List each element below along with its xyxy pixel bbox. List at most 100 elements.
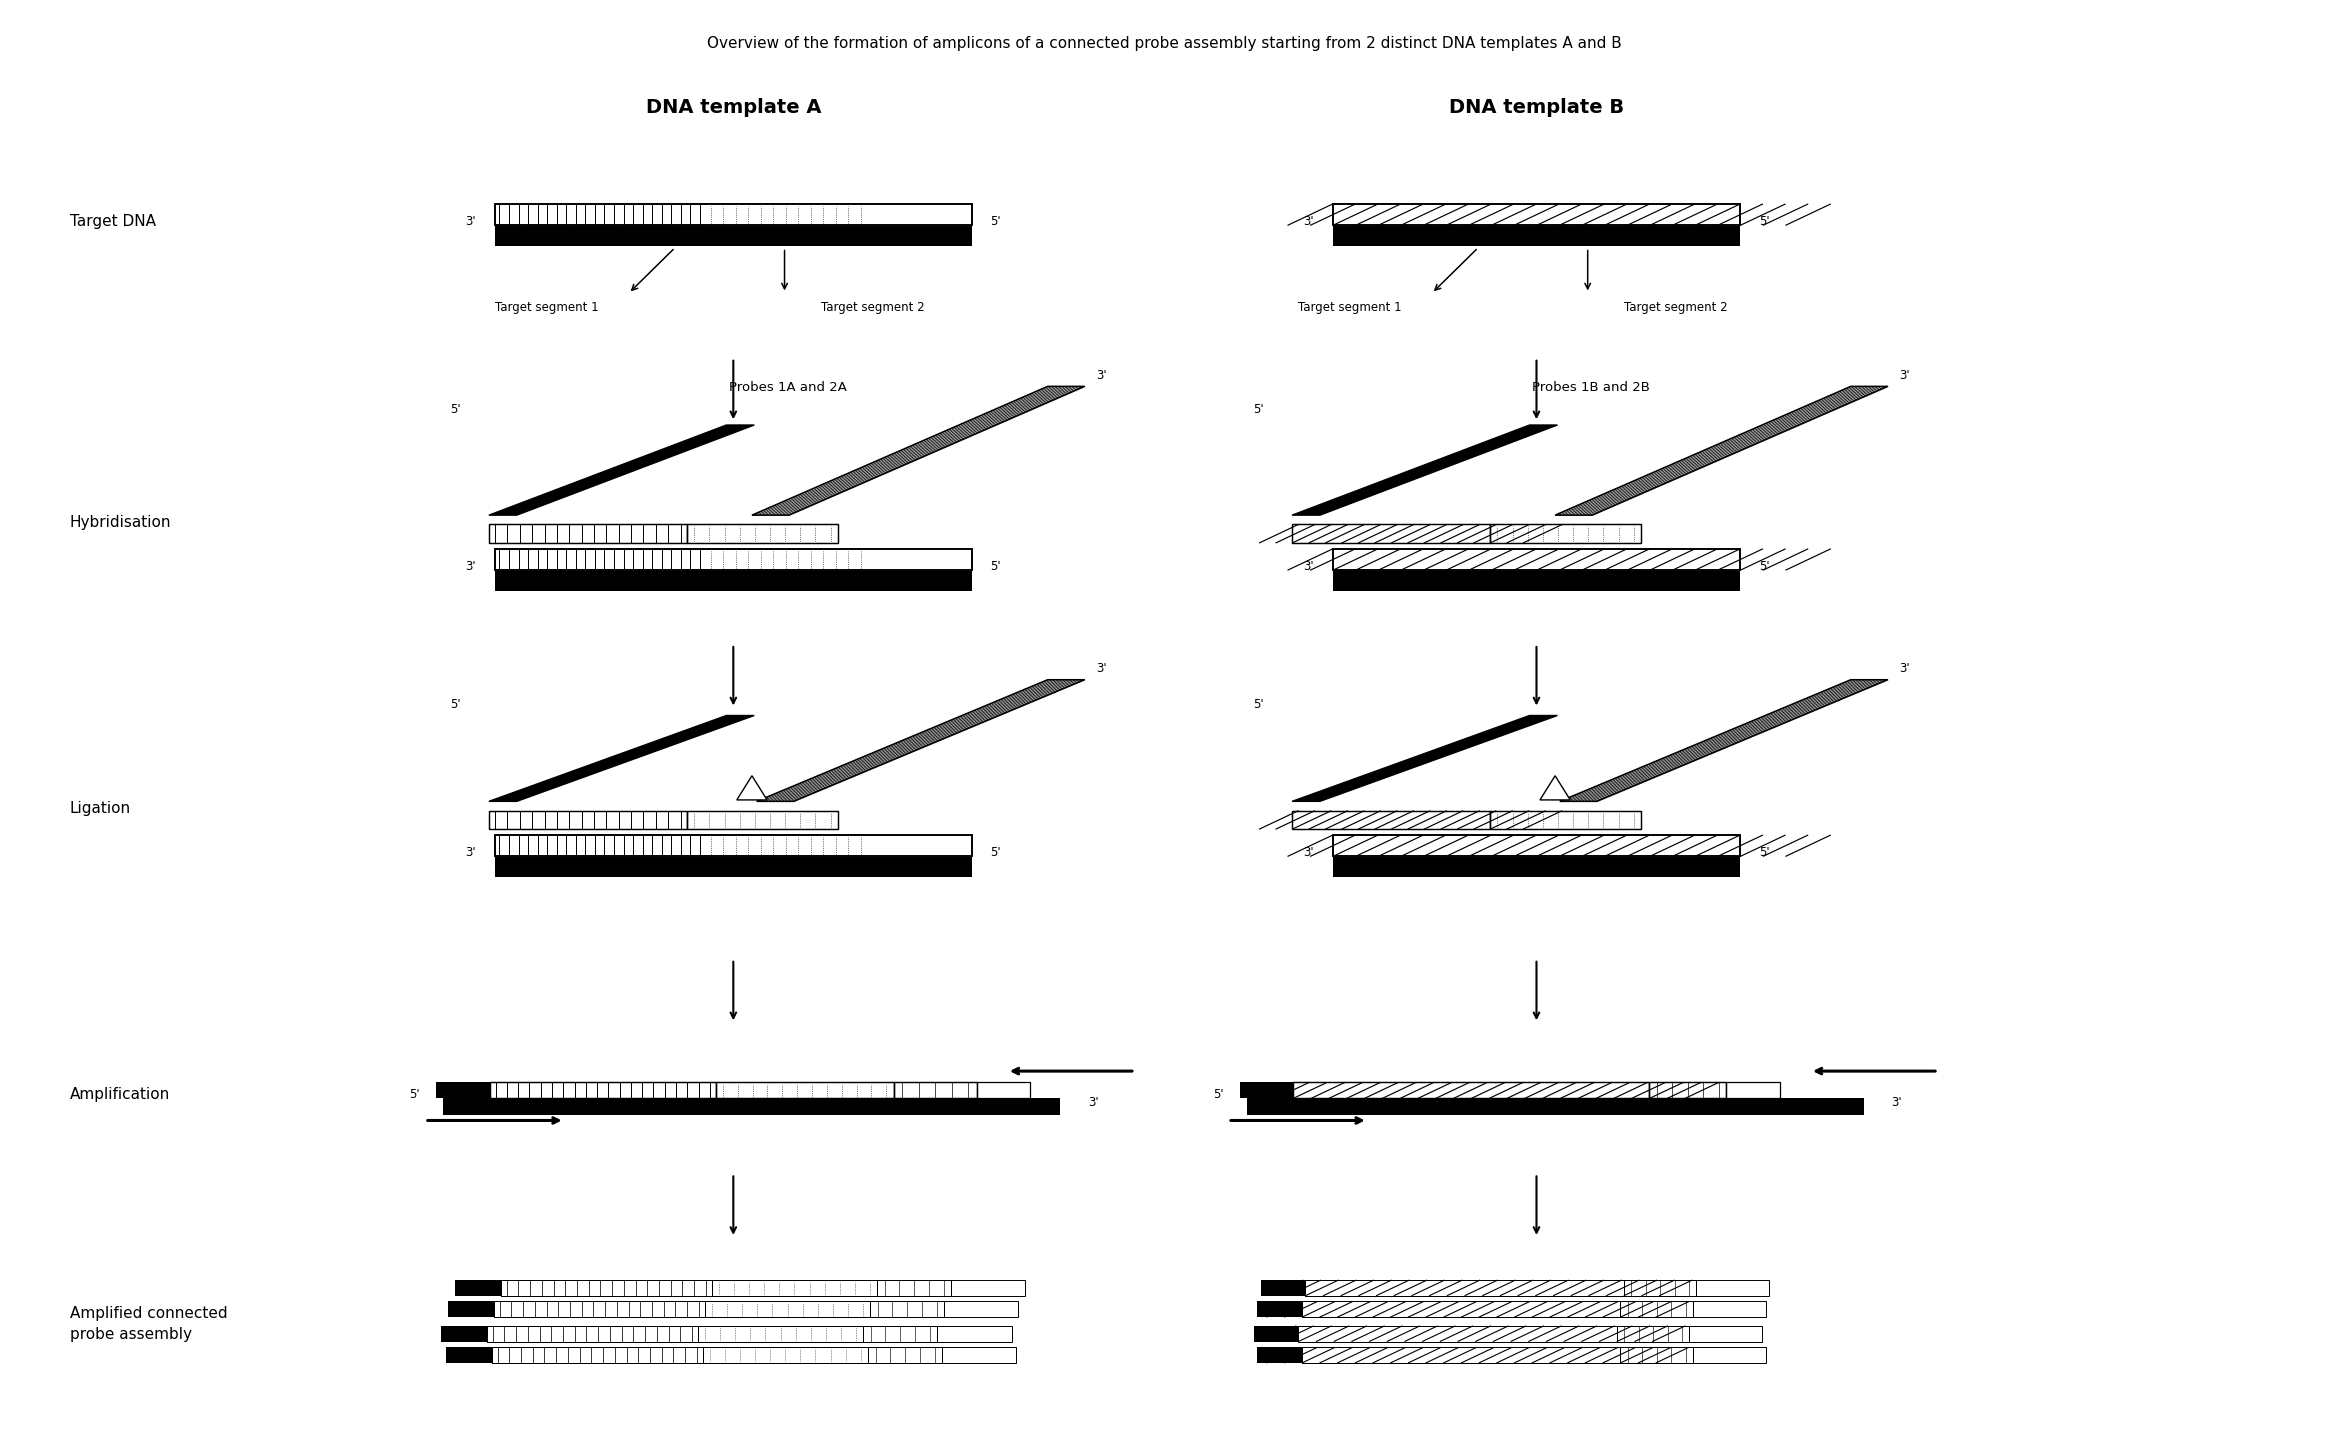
Text: 3': 3' [466, 215, 475, 229]
Bar [698, 1325, 864, 1342]
Bar [1301, 1348, 1620, 1362]
Bar [1292, 810, 1490, 830]
Bar [1257, 1348, 1301, 1362]
Bar [1332, 548, 1739, 570]
Text: 3': 3' [1096, 663, 1108, 675]
Text: 3': 3' [1304, 846, 1313, 860]
Bar [494, 857, 971, 877]
Bar [1332, 205, 1739, 225]
Text: 3': 3' [466, 846, 475, 860]
Text: 5': 5' [1760, 560, 1769, 574]
Bar [1620, 1302, 1692, 1317]
Bar [1648, 1082, 1727, 1099]
Text: 5': 5' [1760, 215, 1769, 229]
Bar [489, 524, 687, 542]
Bar [1299, 1325, 1616, 1342]
Bar [1620, 1348, 1692, 1362]
Bar [1690, 1325, 1762, 1342]
Bar [489, 1082, 715, 1099]
Text: Target segment 2: Target segment 2 [822, 301, 924, 313]
Bar [868, 1348, 943, 1362]
Text: Probes 1A and 2A: Probes 1A and 2A [729, 381, 847, 394]
Text: 5': 5' [449, 404, 461, 416]
Bar [1616, 1325, 1690, 1342]
Bar [878, 1281, 952, 1296]
Bar [1332, 857, 1739, 877]
Bar [945, 1302, 1017, 1317]
Bar [871, 1302, 945, 1317]
Bar [494, 205, 971, 225]
Polygon shape [489, 425, 754, 515]
Bar [705, 1302, 871, 1317]
Text: Target segment 1: Target segment 1 [496, 301, 598, 313]
Bar [698, 1325, 864, 1342]
Bar [712, 1281, 878, 1296]
Bar [1292, 1082, 1648, 1099]
Bar [491, 1348, 703, 1362]
Bar [703, 1348, 868, 1362]
Bar [1623, 1281, 1697, 1296]
Text: DNA template A: DNA template A [645, 97, 822, 117]
Text: 3': 3' [1890, 1096, 1902, 1109]
Bar [1332, 571, 1739, 591]
Bar [1648, 1082, 1727, 1099]
Bar [978, 1082, 1029, 1099]
Text: Ligation: Ligation [70, 801, 130, 816]
Bar [1332, 226, 1739, 246]
Bar [435, 1082, 489, 1099]
Bar [1301, 1302, 1620, 1317]
Text: Target DNA: Target DNA [70, 215, 156, 229]
Bar [1692, 1302, 1765, 1317]
Bar [1301, 1302, 1620, 1317]
Text: 3': 3' [466, 560, 475, 574]
Bar [447, 1348, 491, 1362]
Text: 3': 3' [1096, 369, 1108, 382]
Bar [1616, 1325, 1690, 1342]
Bar [494, 571, 971, 591]
Bar [1623, 1281, 1697, 1296]
Bar [1306, 1281, 1623, 1296]
Text: Hybridisation: Hybridisation [70, 515, 172, 529]
Bar [454, 1281, 501, 1296]
Polygon shape [1292, 425, 1557, 515]
Text: 5': 5' [989, 846, 1001, 860]
Bar [871, 1302, 945, 1317]
Bar [1620, 1348, 1692, 1362]
Bar [494, 226, 971, 246]
Text: Overview of the formation of amplicons of a connected probe assembly starting fr: Overview of the formation of amplicons o… [708, 36, 1620, 50]
Text: 5': 5' [1252, 698, 1264, 711]
Bar [487, 1325, 698, 1342]
Bar [494, 836, 971, 856]
Text: 5': 5' [410, 1088, 419, 1102]
Bar [1292, 524, 1490, 542]
Text: 3': 3' [1304, 215, 1313, 229]
Bar [894, 1082, 978, 1099]
Bar [494, 548, 971, 570]
Bar [494, 205, 971, 225]
Bar [1490, 810, 1641, 830]
Bar [494, 548, 971, 570]
Bar [864, 1325, 938, 1342]
Bar [442, 1099, 1062, 1115]
Text: 3': 3' [1900, 663, 1911, 675]
Polygon shape [1560, 680, 1888, 801]
Bar [1490, 524, 1641, 542]
Bar [1692, 1348, 1765, 1362]
Text: Target segment 2: Target segment 2 [1625, 301, 1727, 313]
Bar [868, 1348, 943, 1362]
Bar [878, 1281, 952, 1296]
Bar [1292, 524, 1490, 542]
Bar [491, 1348, 703, 1362]
Text: 3': 3' [1900, 369, 1911, 382]
Text: Amplified connected
probe assembly: Amplified connected probe assembly [70, 1305, 228, 1342]
Polygon shape [1541, 776, 1569, 800]
Polygon shape [757, 680, 1085, 801]
Bar [494, 836, 971, 856]
Bar [938, 1325, 1010, 1342]
Bar [1490, 524, 1641, 542]
Bar [489, 1082, 715, 1099]
Bar [952, 1281, 1024, 1296]
Bar [1620, 1302, 1692, 1317]
Bar [1301, 1348, 1620, 1362]
Text: Amplification: Amplification [70, 1088, 170, 1102]
